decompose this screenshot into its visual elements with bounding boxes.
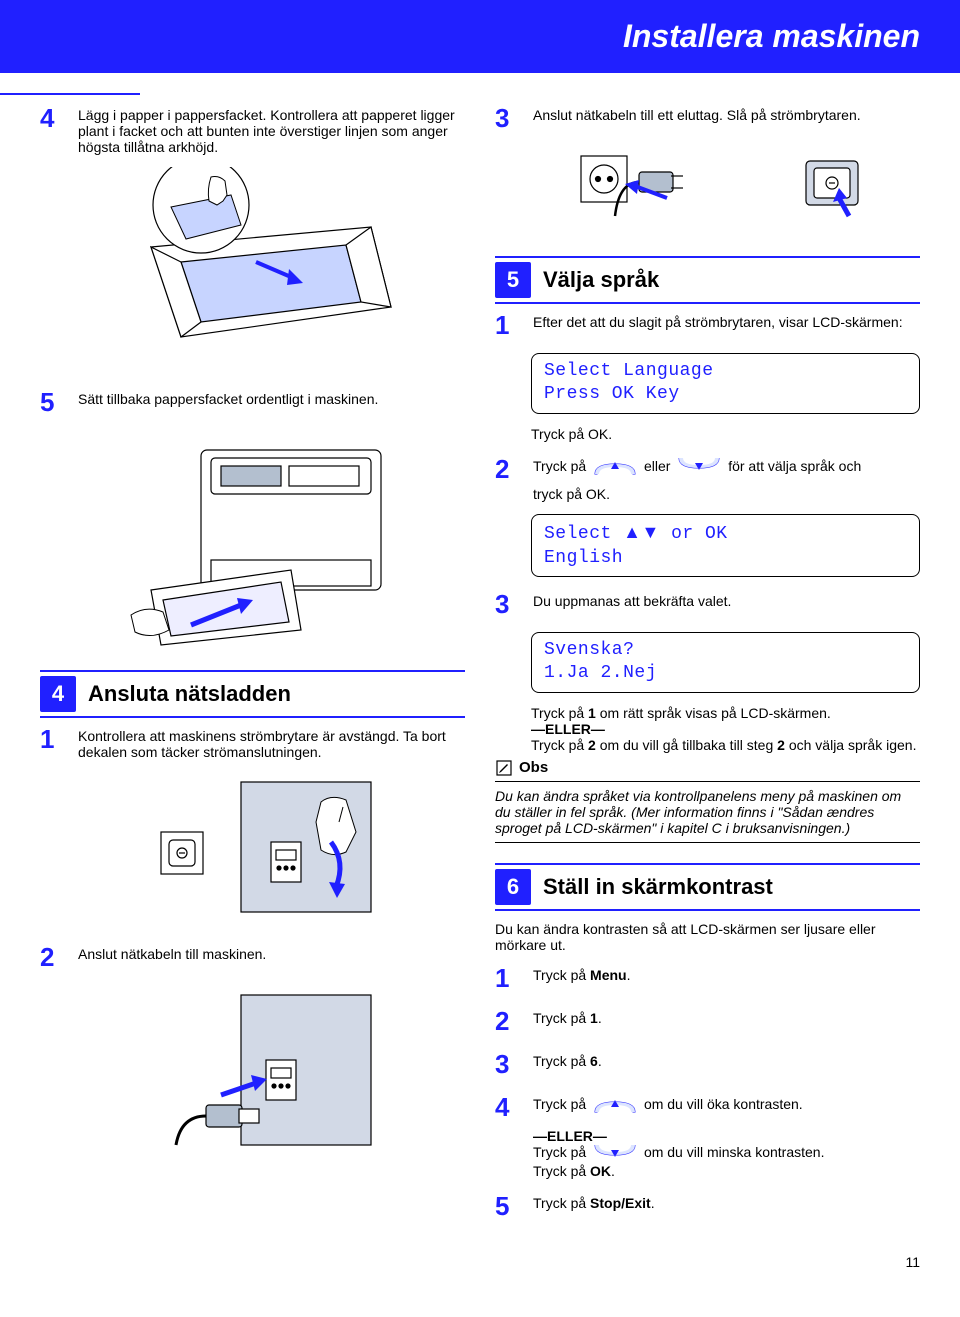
step-text: Tryck på Menu. — [533, 963, 920, 983]
section-6-header: 6 Ställ in skärmkontrast — [495, 863, 920, 911]
header-tab-shape — [0, 73, 140, 95]
instruction-text: Tryck på OK. — [533, 1163, 920, 1179]
note-label: Obs — [519, 759, 548, 776]
page-number: 11 — [0, 1254, 960, 1290]
lcd-display: Svenska? 1.Ja 2.Nej — [531, 632, 920, 693]
right-column: 3 Anslut nätkabeln till ett eluttag. Slå… — [495, 103, 920, 1234]
lcd-line: 1.Ja 2.Nej — [544, 662, 907, 685]
section-4-step-1: 1 Kontrollera att maskinens strömbrytare… — [40, 724, 465, 760]
page-title: Installera maskinen — [40, 18, 920, 55]
section-6-step-2: 2 Tryck på 1. — [495, 1006, 920, 1037]
step-text: Tryck på om du vill öka kontrasten. —ELL… — [533, 1092, 920, 1179]
step-text: Efter det att du slagit på strömbrytaren… — [533, 310, 920, 330]
step-text: Anslut nätkabeln till ett eluttag. Slå p… — [533, 103, 920, 123]
step-number: 1 — [495, 963, 521, 994]
step-number: 5 — [495, 1191, 521, 1222]
lcd-display: Select ▲▼ or OK English — [531, 514, 920, 577]
instruction-text: Tryck på OK. — [531, 426, 920, 442]
step-number: 2 — [40, 942, 66, 973]
section-title: Ansluta nätsladden — [88, 681, 291, 707]
lcd-line: Select ▲▼ or OK — [544, 521, 907, 546]
note-header: Obs — [495, 759, 920, 777]
step-number: 3 — [495, 103, 521, 134]
step-number: 1 — [495, 310, 521, 341]
illustration-connect-cable-machine — [76, 985, 465, 1155]
note-body: Du kan ändra språket via kontrollpanelen… — [495, 781, 920, 843]
step-text: Lägg i papper i pappersfacket. Kontrolle… — [78, 103, 465, 155]
section-badge: 5 — [495, 262, 531, 298]
instruction-text: Tryck på 2 om du vill gå tillbaka till s… — [531, 737, 920, 753]
left-column: 4 Lägg i papper i pappersfacket. Kontrol… — [40, 103, 465, 1234]
section-6-intro: Du kan ändra kontrasten så att LCD-skärm… — [495, 921, 920, 953]
up-arrow-icon — [593, 1096, 637, 1114]
step-number: 2 — [495, 1006, 521, 1037]
illustration-printer-insert-tray — [76, 430, 465, 650]
section-badge: 4 — [40, 676, 76, 712]
down-arrow-icon — [593, 1144, 637, 1162]
or-text: —ELLER— — [531, 721, 920, 737]
lcd-line: English — [544, 547, 907, 570]
up-arrow-icon — [593, 458, 637, 476]
step-number: 4 — [40, 103, 66, 134]
step-text: Sätt tillbaka pappersfacket ordentligt i… — [78, 387, 465, 407]
step-number: 2 — [495, 454, 521, 485]
or-text: —ELLER— — [533, 1128, 920, 1144]
section-5-step-3: 3 Du uppmanas att bekräfta valet. — [495, 589, 920, 620]
section-6-step-4: 4 Tryck på om du vill öka kontrasten. —E… — [495, 1092, 920, 1179]
instruction-block: Tryck på 1 om rätt språk visas på LCD-sk… — [531, 705, 920, 753]
note-icon — [495, 759, 513, 777]
step-number: 3 — [495, 589, 521, 620]
section-4-header: 4 Ansluta nätsladden — [40, 670, 465, 718]
lcd-line: Press OK Key — [544, 383, 907, 406]
step-3: 3 Anslut nätkabeln till ett eluttag. Slå… — [495, 103, 920, 134]
step-4: 4 Lägg i papper i pappersfacket. Kontrol… — [40, 103, 465, 155]
section-title: Ställ in skärmkontrast — [543, 874, 773, 900]
section-6-step-5: 5 Tryck på Stop/Exit. — [495, 1191, 920, 1222]
step-text: Du uppmanas att bekräfta valet. — [533, 589, 920, 609]
step-text: Tryck på 1. — [533, 1006, 920, 1026]
step-number: 3 — [495, 1049, 521, 1080]
step-text: Tryck på Stop/Exit. — [533, 1191, 920, 1211]
step-text: Tryck på eller för att välja språk och t… — [533, 454, 920, 502]
illustration-remove-decal — [76, 772, 465, 922]
section-badge: 6 — [495, 869, 531, 905]
lcd-line: Svenska? — [544, 639, 907, 662]
lcd-display: Select Language Press OK Key — [531, 353, 920, 414]
section-5-header: 5 Välja språk — [495, 256, 920, 304]
page-header: Installera maskinen — [0, 0, 960, 73]
section-5-step-1: 1 Efter det att du slagit på strömbrytar… — [495, 310, 920, 341]
illustration-paper-tray — [76, 167, 465, 367]
step-number: 4 — [495, 1092, 521, 1123]
instruction-text: tryck på OK. — [533, 486, 920, 502]
section-title: Välja språk — [543, 267, 659, 293]
step-number: 5 — [40, 387, 66, 418]
instruction-text: Tryck på om du vill minska kontrasten. — [533, 1144, 920, 1162]
illustration-plug-outlet-switch — [531, 146, 920, 236]
step-text: Tryck på 6. — [533, 1049, 920, 1069]
section-5-step-2: 2 Tryck på eller för att välja språk och… — [495, 454, 920, 502]
step-number: 1 — [40, 724, 66, 755]
step-text: Kontrollera att maskinens strömbrytare ä… — [78, 724, 465, 760]
section-6-step-3: 3 Tryck på 6. — [495, 1049, 920, 1080]
instruction-text: Tryck på 1 om rätt språk visas på LCD-sk… — [531, 705, 920, 721]
step-text: Anslut nätkabeln till maskinen. — [78, 942, 465, 962]
step-5: 5 Sätt tillbaka pappersfacket ordentligt… — [40, 387, 465, 418]
section-4-step-2: 2 Anslut nätkabeln till maskinen. — [40, 942, 465, 973]
lcd-line: Select Language — [544, 360, 907, 383]
section-6-step-1: 1 Tryck på Menu. — [495, 963, 920, 994]
down-arrow-icon — [677, 458, 721, 476]
